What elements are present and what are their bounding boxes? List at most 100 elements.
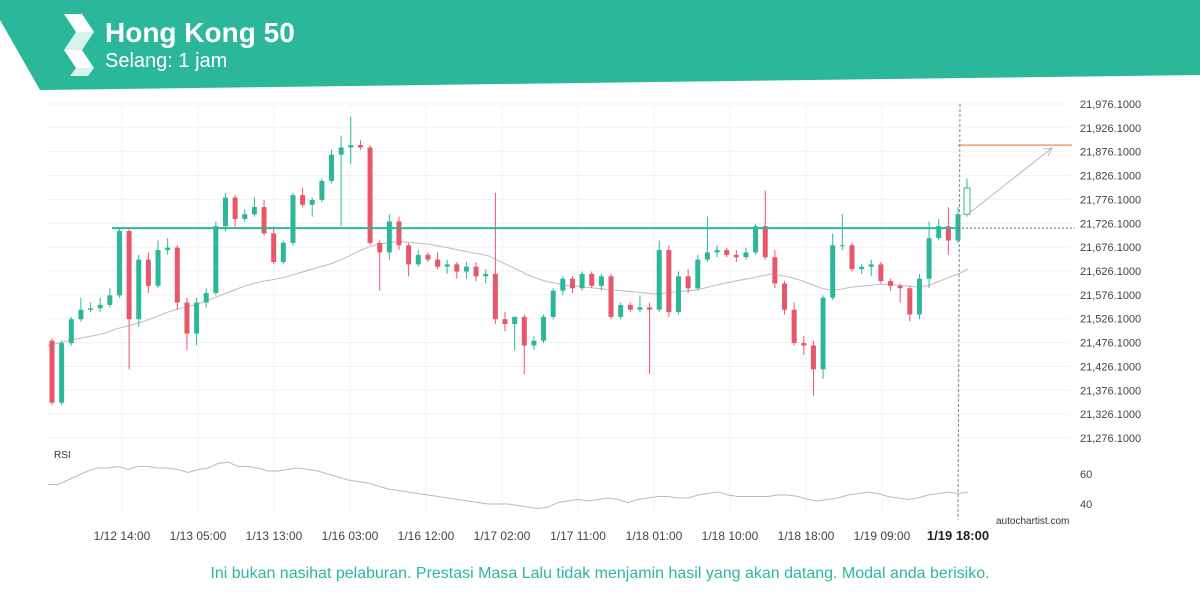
candle-body [184, 302, 190, 334]
candle [386, 214, 392, 260]
x-tick-label: 1/18 10:00 [702, 529, 759, 543]
candle-body [194, 302, 200, 334]
candle-body [608, 276, 614, 317]
candle-body [724, 250, 730, 255]
candle-body [704, 252, 710, 260]
candle [473, 261, 479, 282]
candle-body [136, 259, 142, 320]
candle [714, 245, 720, 258]
candle-body [242, 214, 248, 220]
candle [647, 302, 653, 375]
candle-body [830, 245, 836, 298]
candle-body [454, 264, 460, 272]
candle [290, 192, 296, 246]
rsi-label: RSI [54, 450, 71, 461]
candle-body [743, 252, 749, 258]
candle [59, 340, 65, 406]
candle [733, 250, 739, 262]
candle-body [213, 226, 219, 293]
candle-body [107, 295, 113, 305]
y-tick-label: 21,926.1000 [1080, 123, 1141, 135]
y-tick-label: 21,726.1000 [1080, 218, 1141, 230]
candle [637, 295, 643, 313]
candle-body [666, 250, 672, 313]
candle [791, 302, 797, 346]
y-tick-label: 21,326.1000 [1080, 409, 1141, 421]
x-tick-label: 1/17 02:00 [474, 529, 531, 543]
candle-body [203, 292, 209, 303]
candle [608, 273, 614, 320]
candle-body [849, 245, 855, 270]
candle-body [145, 259, 151, 286]
candle-body [271, 233, 277, 262]
candle-body [753, 226, 759, 253]
candle-body [569, 278, 575, 289]
candle [194, 297, 200, 346]
forecast-body [963, 187, 971, 215]
rsi-panel: 60 40 [48, 461, 1092, 511]
x-tick-label: 1/16 12:00 [398, 529, 455, 543]
y-tick-label: 21,376.1000 [1080, 385, 1141, 397]
candle-body [309, 199, 315, 205]
candle [704, 216, 710, 262]
candle [126, 228, 132, 370]
candle-body [878, 264, 884, 282]
candle [222, 192, 228, 231]
moving-average-line [47, 240, 969, 346]
y-tick-label: 21,276.1000 [1080, 433, 1141, 445]
watermark: autochartist.com [996, 516, 1069, 527]
candle [435, 252, 441, 270]
candle [280, 240, 286, 265]
instrument-title: Hong Kong 50 [105, 17, 295, 48]
candle [357, 140, 363, 150]
y-tick-label: 21,876.1000 [1080, 147, 1141, 159]
candle-body [78, 309, 84, 320]
candle [406, 242, 412, 277]
candle-body [550, 290, 556, 317]
candle-body [473, 266, 479, 277]
candle-body [733, 254, 739, 258]
candle [502, 312, 508, 332]
candle [319, 178, 325, 203]
candle-body [589, 273, 595, 286]
candle [483, 269, 489, 284]
candle-body [444, 264, 450, 267]
candle-body [319, 180, 325, 200]
candle [888, 278, 894, 291]
candle [907, 285, 913, 322]
candle-body [59, 343, 65, 403]
x-tick-label: 1/19 09:00 [854, 529, 911, 543]
x-tick-label: 1/18 18:00 [778, 529, 835, 543]
y-tick-label: 21,626.1000 [1080, 266, 1141, 278]
candle-body [463, 266, 469, 272]
candle-body [936, 226, 942, 239]
candle [618, 302, 624, 320]
candle-body [656, 250, 662, 310]
rsi-tick-label: 60 [1080, 469, 1092, 481]
candle-body [280, 242, 286, 262]
header-banner [0, 0, 1200, 90]
candle-body [541, 316, 547, 341]
candle [242, 209, 248, 222]
candle [675, 271, 681, 315]
candle-body [772, 257, 778, 284]
candle [627, 302, 633, 313]
y-tick-label: 21,526.1000 [1080, 314, 1141, 326]
candle [531, 335, 537, 351]
candle-body [791, 309, 797, 344]
candle-body [839, 245, 845, 247]
price-levels [112, 103, 1075, 521]
candle-body [782, 283, 788, 310]
candle-body [560, 278, 566, 291]
candle [107, 288, 113, 308]
candle [78, 297, 84, 322]
candle-body [762, 226, 768, 258]
candle [463, 261, 469, 279]
candle-body [251, 207, 257, 215]
candle [116, 228, 122, 298]
candle-body [348, 145, 354, 148]
candle-body [367, 147, 373, 243]
candle-body [945, 226, 951, 241]
candle-body [531, 340, 537, 346]
candle-body [386, 221, 392, 253]
